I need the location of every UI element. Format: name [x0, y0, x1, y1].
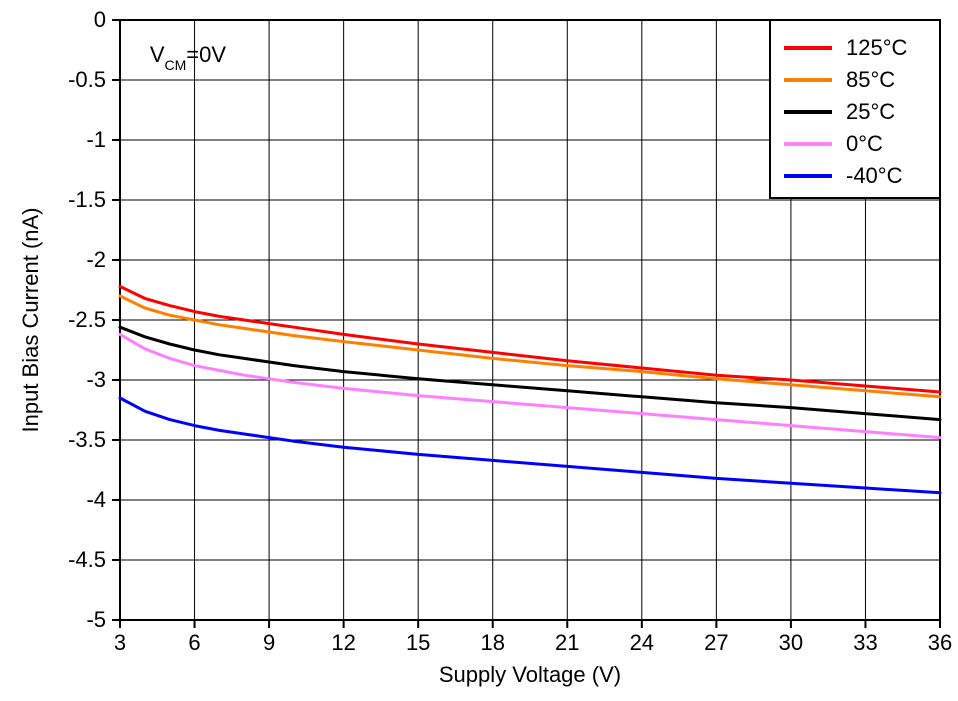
x-tick-label: 30	[779, 630, 803, 655]
legend-label: 0°C	[846, 131, 883, 156]
y-tick-label: -5	[86, 607, 106, 632]
x-tick-label: 9	[263, 630, 275, 655]
x-tick-label: 21	[555, 630, 579, 655]
legend-label: 25°C	[846, 99, 895, 124]
x-tick-label: 27	[704, 630, 728, 655]
y-tick-label: -4	[86, 487, 106, 512]
x-axis-title: Supply Voltage (V)	[439, 662, 621, 687]
y-tick-label: -0.5	[68, 67, 106, 92]
y-tick-label: -2	[86, 247, 106, 272]
x-tick-label: 15	[406, 630, 430, 655]
chart-svg: 3691215182124273033360-0.5-1-1.5-2-2.5-3…	[0, 0, 958, 701]
y-tick-label: 0	[94, 7, 106, 32]
x-tick-label: 18	[480, 630, 504, 655]
x-tick-label: 12	[331, 630, 355, 655]
legend-label: 85°C	[846, 67, 895, 92]
x-tick-label: 24	[630, 630, 654, 655]
x-tick-label: 6	[188, 630, 200, 655]
legend-label: -40°C	[846, 163, 903, 188]
legend-label: 125°C	[846, 35, 908, 60]
y-tick-label: -2.5	[68, 307, 106, 332]
x-tick-label: 3	[114, 630, 126, 655]
y-tick-label: -1	[86, 127, 106, 152]
y-tick-label: -4.5	[68, 547, 106, 572]
y-axis-title: Input Bias Current (nA)	[18, 208, 43, 433]
y-tick-label: -3.5	[68, 427, 106, 452]
chart-container: { "chart": { "type": "line", "width": 95…	[0, 0, 958, 701]
x-tick-label: 33	[853, 630, 877, 655]
y-tick-label: -3	[86, 367, 106, 392]
x-tick-label: 36	[928, 630, 952, 655]
y-tick-label: -1.5	[68, 187, 106, 212]
